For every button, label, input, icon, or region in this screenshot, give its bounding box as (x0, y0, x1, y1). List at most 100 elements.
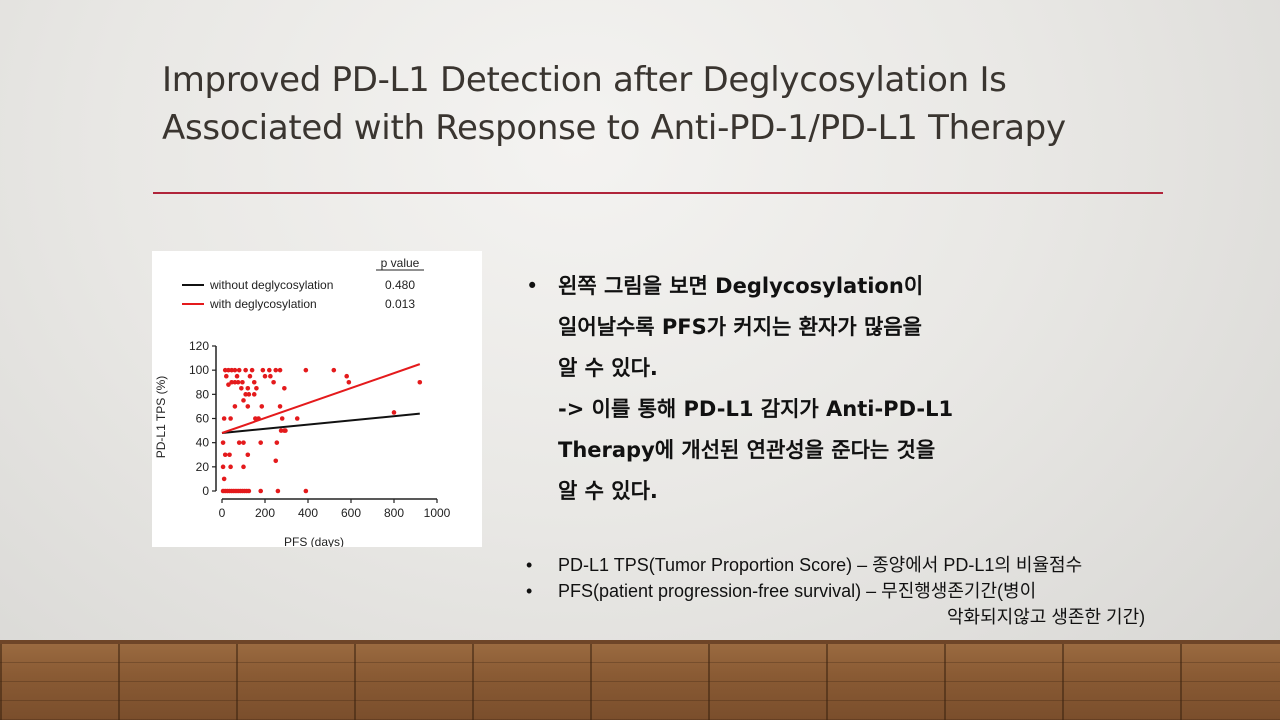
data-point (277, 367, 283, 373)
data-point (239, 385, 244, 391)
data-point (232, 404, 238, 409)
data-point (283, 428, 288, 433)
x-tick-label: 600 (341, 506, 361, 520)
data-point (224, 373, 229, 379)
data-point (251, 392, 257, 397)
y-tick-label: 40 (196, 436, 210, 450)
bullet-line-4: -> 이를 통해 PD-L1 감지가 Anti-PD-L1 (558, 397, 954, 421)
x-tick-label: 800 (384, 506, 404, 520)
data-point (241, 398, 246, 403)
slide-title-line-2: Associated with Response to Anti-PD-1/PD… (162, 108, 1066, 148)
bullet-line-6: 알 수 있다. (558, 479, 658, 503)
data-point (246, 488, 252, 494)
bullet-line-3: 알 수 있다. (558, 356, 658, 380)
data-point (245, 385, 251, 391)
note-dot-2: • (526, 581, 533, 601)
data-point (228, 464, 233, 470)
data-point (241, 464, 246, 470)
data-point (247, 373, 253, 379)
data-point (228, 416, 233, 421)
data-point (240, 379, 245, 385)
data-point (243, 367, 248, 373)
x-tick-label: 0 (219, 506, 226, 520)
data-point (236, 440, 242, 445)
data-point (243, 392, 248, 397)
fit-line-series-0 (221, 412, 420, 434)
y-tick-label: 100 (189, 363, 209, 377)
data-point (235, 379, 241, 385)
title-divider (153, 192, 1163, 194)
data-point (249, 367, 255, 373)
data-point (229, 367, 234, 373)
data-point (268, 373, 273, 379)
data-point (273, 458, 279, 464)
data-point (253, 416, 258, 421)
data-point (220, 464, 226, 470)
bullet-line-2: 일어날수록 PFS가 커지는 환자가 많음을 (558, 315, 922, 339)
scatter-chart: p value without deglycosylation 0.480 wi… (154, 256, 451, 547)
bullet-line-1: 왼쪽 그림을 보면 Deglycosylation이 (558, 274, 924, 298)
data-point (226, 382, 231, 387)
data-point (245, 404, 251, 409)
data-point (271, 379, 276, 385)
legend-pvalue-with: 0.013 (385, 297, 415, 311)
legend-label-without: without deglycosylation (209, 278, 333, 292)
data-point (262, 373, 268, 379)
y-tick-label: 0 (202, 484, 209, 498)
legend-header: p value (381, 256, 420, 270)
data-point (303, 488, 309, 494)
data-point (303, 367, 309, 373)
chart-legend: p value without deglycosylation 0.480 wi… (182, 256, 424, 311)
data-point (279, 416, 285, 421)
data-point (236, 367, 242, 373)
data-point (346, 379, 352, 385)
data-point (274, 440, 280, 445)
x-tick-label: 400 (298, 506, 318, 520)
y-axis-label: PD-L1 TPS (%) (154, 376, 168, 458)
note-tps-definition: PD-L1 TPS(Tumor Proportion Score) – 종양에서… (558, 555, 1083, 575)
data-point (221, 476, 227, 482)
data-point (417, 379, 423, 385)
x-tick-label: 1000 (424, 506, 451, 520)
data-point (278, 428, 284, 433)
fit-line-series-1 (221, 363, 421, 434)
data-point (294, 416, 300, 421)
data-point (267, 367, 272, 373)
slide-title: Improved PD-L1 Detection after Deglycosy… (162, 56, 1172, 152)
data-point (232, 379, 238, 385)
note-dot-1: • (526, 555, 533, 575)
data-point (232, 367, 238, 373)
y-tick-label: 20 (196, 460, 210, 474)
y-tick-label: 60 (196, 412, 210, 426)
data-point (222, 367, 228, 373)
legend-pvalue-without: 0.480 (385, 278, 415, 292)
data-point (331, 367, 337, 373)
y-tick-label: 80 (196, 387, 210, 401)
floor-edge (0, 640, 1280, 645)
data-point (251, 379, 257, 385)
data-point (246, 392, 252, 397)
x-axis-label: PFS (days) (284, 535, 344, 547)
bullet-line-5: Therapy에 개선된 연관성을 준다는 것을 (558, 438, 936, 462)
note-pfs-definition: PFS(patient progression-free survival) –… (558, 581, 1037, 601)
data-point (220, 440, 226, 445)
wood-floor (0, 644, 1280, 720)
data-point (254, 385, 259, 391)
data-point (275, 488, 281, 494)
data-point (344, 373, 349, 379)
legend-label-with: with deglycosylation (209, 297, 317, 311)
data-point (226, 367, 231, 373)
y-tick-label: 120 (189, 339, 209, 353)
bullet-dot: • (526, 274, 539, 298)
data-point (282, 385, 287, 391)
data-point (245, 452, 251, 458)
data-point (229, 379, 234, 385)
data-point (260, 367, 266, 373)
note-pfs-definition-cont: 악화되지않고 생존한 기간) (947, 607, 1146, 627)
slide-title-line-1: Improved PD-L1 Detection after Deglycosy… (162, 60, 1007, 100)
data-point (234, 373, 240, 379)
data-point (221, 416, 227, 421)
data-point (391, 410, 397, 415)
data-point (222, 452, 228, 458)
data-point (241, 440, 246, 445)
